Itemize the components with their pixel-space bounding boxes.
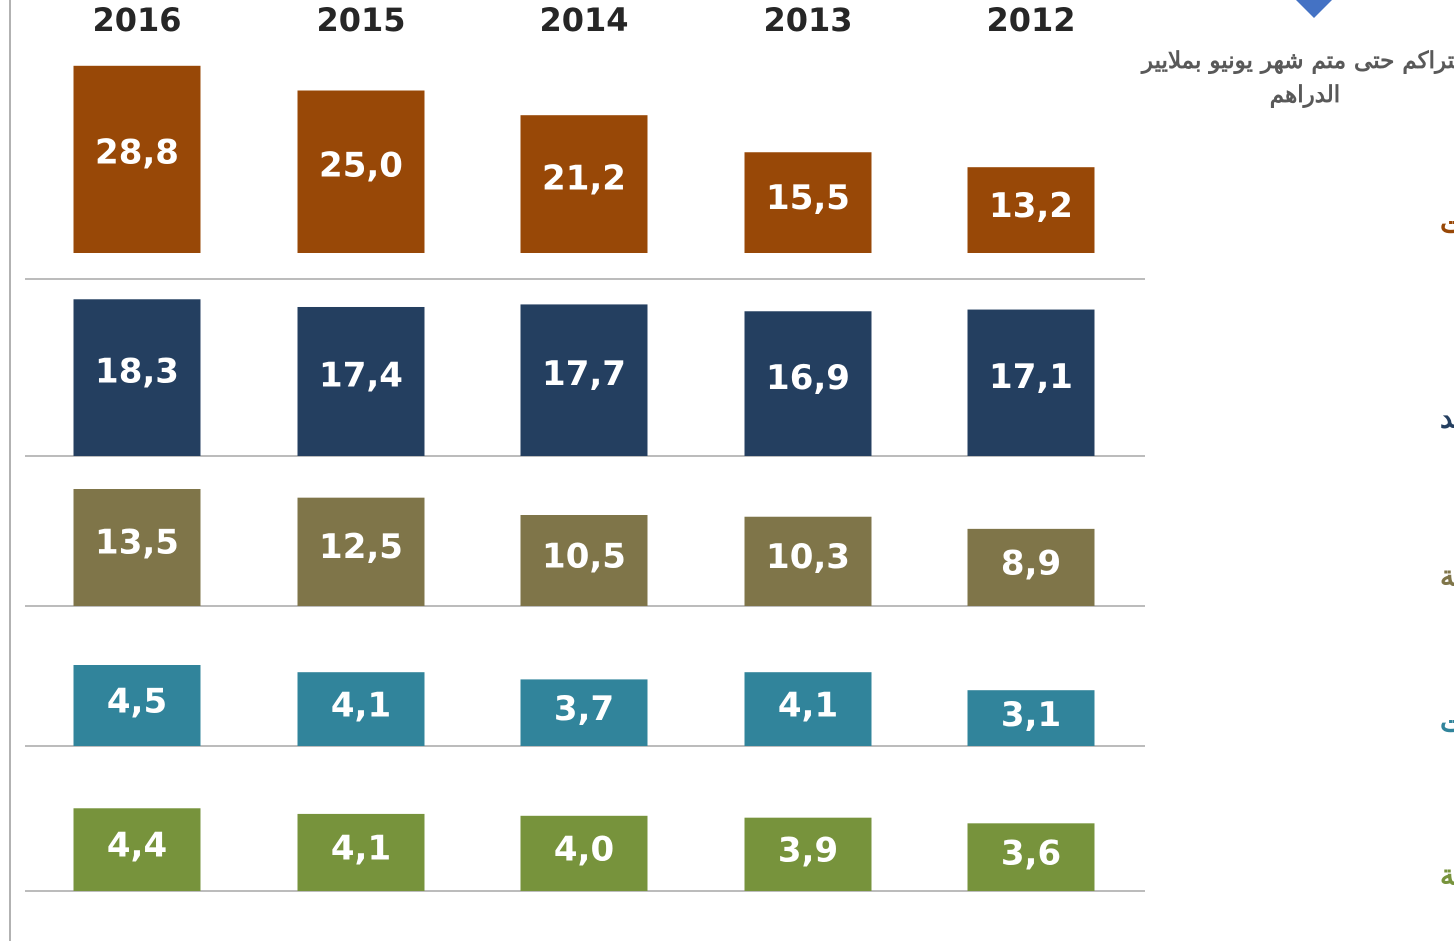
bar: [744, 516, 872, 606]
value-label: 8,9: [1001, 544, 1061, 584]
value-label: 3,1: [1001, 695, 1061, 735]
value-label: 17,1: [989, 357, 1073, 397]
bar: [73, 65, 201, 253]
value-label: 3,6: [1001, 834, 1061, 874]
value-label: 15,5: [766, 178, 850, 218]
year-label: 2014: [539, 1, 628, 39]
bar: [967, 167, 1095, 253]
value-label: 3,9: [778, 831, 838, 871]
value-label: 4,0: [554, 830, 614, 870]
bar: [297, 306, 425, 456]
bar: [967, 528, 1095, 606]
value-label: 13,5: [95, 522, 179, 562]
bar: [967, 823, 1095, 891]
value-label: 3,7: [554, 689, 614, 729]
bar: [73, 808, 201, 891]
value-label: 21,2: [542, 158, 626, 198]
bar: [520, 304, 648, 456]
value-label: 25,0: [319, 145, 403, 185]
series-label: صناعة السيارات: [1440, 207, 1454, 241]
value-label: 10,5: [542, 536, 626, 576]
value-label: 4,5: [107, 682, 167, 722]
series-label: الصناعات الغذائية: [1440, 560, 1454, 593]
series-label: صناعة الطائرات: [1440, 706, 1454, 740]
value-label: 16,9: [766, 358, 850, 398]
bar: [520, 815, 648, 891]
bar: [73, 299, 201, 456]
year-label: 2015: [316, 1, 405, 39]
value-label: 12,5: [319, 527, 403, 567]
bar: [520, 515, 648, 606]
chart-note: التراكم حتى متم شهر يونيو بملايير الدراه…: [1141, 47, 1454, 108]
bar: [744, 672, 872, 746]
bar: [297, 90, 425, 253]
bar: [297, 672, 425, 746]
value-label: 13,2: [989, 186, 1073, 226]
bar: [744, 311, 872, 456]
year-label: 2012: [986, 1, 1075, 39]
bar: [967, 309, 1095, 456]
bar: [297, 813, 425, 891]
bar: [744, 152, 872, 253]
bar: [73, 665, 201, 746]
value-label: 4,1: [778, 685, 838, 725]
value-label: 4,1: [331, 685, 391, 725]
year-label: 2013: [763, 1, 852, 39]
bar: [73, 489, 201, 606]
series-label: النسيج والجلد: [1440, 402, 1454, 436]
value-label: 10,3: [766, 537, 850, 577]
value-label: 18,3: [95, 351, 179, 391]
series-label: الصناعات الإلكترونية: [1440, 859, 1454, 893]
bar: [297, 497, 425, 606]
value-label: 17,7: [542, 354, 626, 394]
value-label: 17,4: [319, 356, 403, 396]
bar: [520, 115, 648, 253]
value-label: 28,8: [95, 132, 179, 172]
value-label: 4,4: [107, 826, 167, 866]
bar: [967, 690, 1095, 746]
bar: [520, 679, 648, 746]
value-label: 4,1: [331, 829, 391, 869]
bar: [744, 817, 872, 891]
year-label: 2016: [92, 1, 181, 39]
marker-triangle: [1296, 0, 1332, 18]
